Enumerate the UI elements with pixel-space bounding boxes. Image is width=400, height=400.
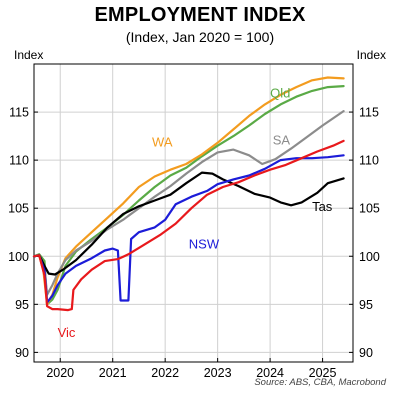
y-tick-label-left: 115 bbox=[9, 106, 29, 120]
x-tick-label: 2025 bbox=[309, 366, 337, 380]
y-tick-label-right: 100 bbox=[359, 250, 380, 264]
y-axis-left-ticks: 90 95 100 105 110 115 bbox=[8, 106, 29, 360]
x-tick-label: 2020 bbox=[46, 366, 74, 380]
x-tick-label: 2024 bbox=[256, 366, 284, 380]
y-tick-label-left: 95 bbox=[15, 298, 29, 312]
y-tick-label-left: 100 bbox=[8, 250, 29, 264]
tick-marks bbox=[34, 111, 353, 362]
y-tick-label-right: 95 bbox=[359, 298, 373, 312]
plot-frame bbox=[33, 63, 354, 363]
series-label-sa: SA bbox=[273, 133, 291, 148]
y-tick-label-right: 90 bbox=[359, 346, 373, 360]
series-label-qld: Qld bbox=[270, 86, 290, 101]
y-tick-label-left: 110 bbox=[9, 154, 29, 168]
y-axis-left-label: Index bbox=[14, 48, 43, 62]
series-line-wa bbox=[32, 76, 345, 306]
x-tick-label: 2021 bbox=[99, 366, 127, 380]
y-tick-label-right: 105 bbox=[359, 202, 380, 216]
y-tick-label-right: 115 bbox=[359, 106, 379, 120]
series-lines bbox=[32, 76, 345, 312]
x-axis-ticks: 2020 2021 2022 2023 2024 2025 bbox=[46, 366, 336, 380]
series-line-qld bbox=[32, 85, 345, 306]
series-line-sa bbox=[32, 110, 345, 296]
series-label-nsw: NSW bbox=[189, 237, 220, 252]
chart-subtitle: (Index, Jan 2020 = 100) bbox=[125, 29, 275, 45]
series-label-wa: WA bbox=[152, 135, 173, 150]
series-line-tas bbox=[32, 171, 345, 276]
y-tick-label-left: 105 bbox=[8, 202, 29, 216]
y-axis-right-ticks: 90 95 100 105 110 115 bbox=[359, 106, 380, 360]
x-tick-label: 2023 bbox=[204, 366, 232, 380]
series-labels: Qld WA SA Tas NSW Vic bbox=[58, 86, 333, 340]
series-line-vic bbox=[32, 139, 345, 312]
series-label-vic: Vic bbox=[58, 325, 76, 340]
y-tick-label-left: 90 bbox=[15, 346, 29, 360]
gridlines bbox=[34, 64, 353, 362]
x-tick-label: 2022 bbox=[151, 366, 179, 380]
source-note: Source: ABS, CBA, Macrobond bbox=[254, 377, 386, 388]
chart-title: EMPLOYMENT INDEX bbox=[94, 4, 306, 26]
y-axis-right-label: Index bbox=[357, 48, 386, 62]
series-label-tas: Tas bbox=[312, 199, 333, 214]
y-tick-label-right: 110 bbox=[359, 154, 379, 168]
series-line-nsw bbox=[32, 154, 345, 304]
